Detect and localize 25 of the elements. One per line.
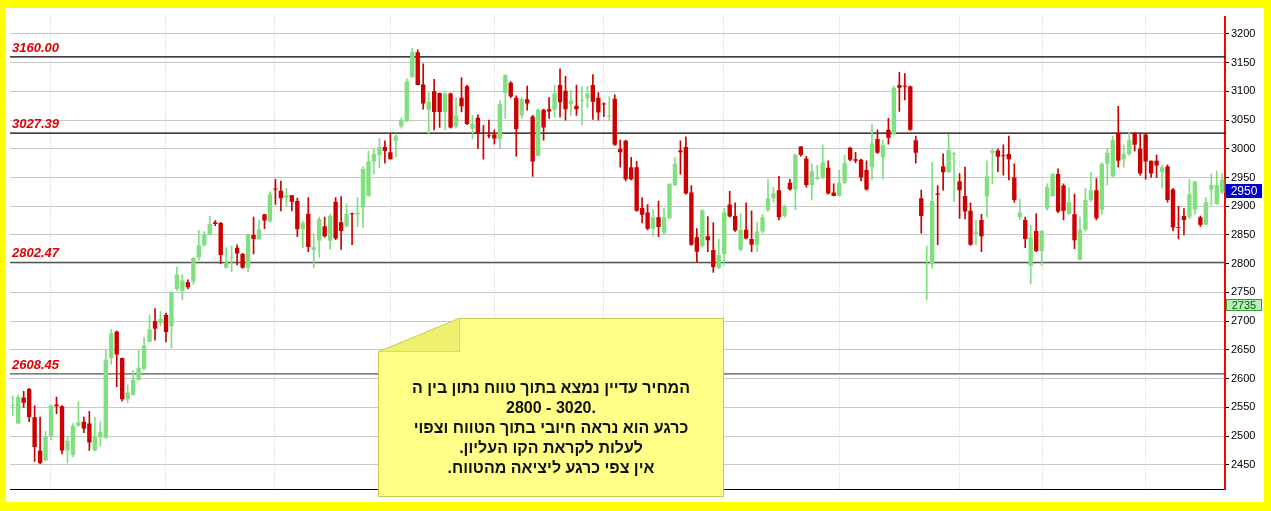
- y-tick-label: 2450: [1231, 457, 1256, 470]
- text: 2735: [1226, 299, 1262, 311]
- y-tick-label: 2950: [1231, 170, 1256, 183]
- ref-line-label: 2802.47: [11, 245, 60, 261]
- y-tick-label: 2750: [1231, 285, 1256, 298]
- candlestick: [426, 92, 431, 135]
- ref-line-label: 3027.39: [12, 116, 60, 132]
- y-tick-label: 2800: [1231, 256, 1256, 269]
- candlestick: [393, 133, 399, 158]
- candlestick: [607, 96, 612, 121]
- y-tick-label: 3200: [1231, 26, 1256, 39]
- y-tick-label: 3150: [1231, 55, 1256, 68]
- y-tick-label: 2500: [1231, 429, 1256, 442]
- y-tick-label: 3000: [1231, 141, 1256, 154]
- ref-line-label: 2608.45: [11, 356, 60, 372]
- candlestick: [311, 233, 316, 269]
- y-tick-label: 2650: [1231, 342, 1256, 355]
- y-tick-label: 2550: [1231, 400, 1256, 413]
- y-tick-label: 3100: [1231, 84, 1256, 97]
- y-tick-label: 2600: [1231, 371, 1256, 384]
- y-tick-label: 2700: [1231, 314, 1256, 327]
- y-tick-label: 2850: [1231, 228, 1256, 241]
- y-tick-label: 2900: [1231, 199, 1256, 212]
- ref-line-label: 3160.00: [12, 39, 60, 55]
- y-tick-label: 3050: [1231, 113, 1256, 126]
